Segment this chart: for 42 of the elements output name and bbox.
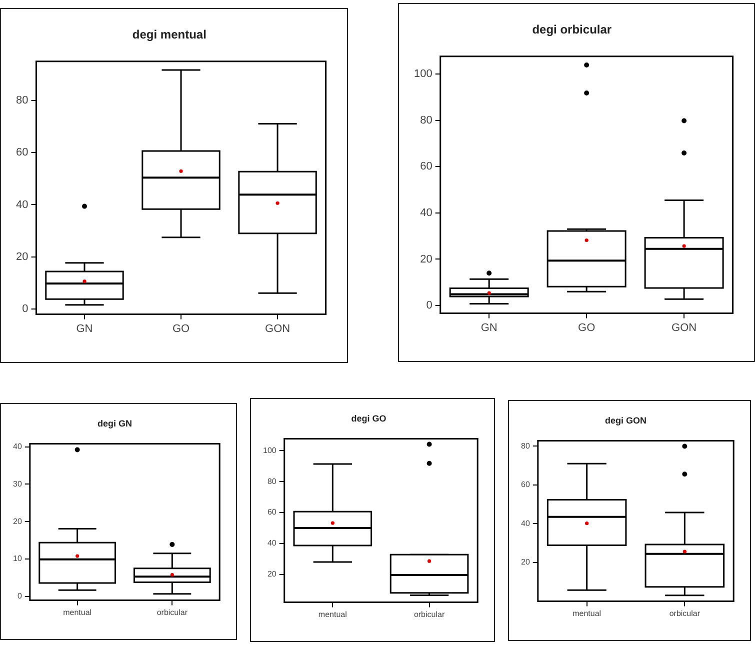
y-tick-label: 60 [520,480,530,490]
y-tick-label: 20 [16,250,28,263]
x-tick-label: GO [172,322,190,335]
x-tick-label: mentual [572,609,602,618]
y-tick-label: 100 [262,446,277,455]
x-tick-label: GN [480,322,498,334]
y-tick-label: 80 [267,476,277,486]
y-tick-label: 60 [420,160,432,173]
x-tick-label: GON [265,322,290,335]
x-tick-label: GN [76,322,93,335]
y-tick-label: 40 [12,442,22,451]
x-tick-label: mentual [63,608,92,618]
x-tick-label: orbicular [414,610,445,620]
y-tick-label: 40 [16,198,28,211]
y-tick-label: 80 [420,114,432,126]
y-tick-label: 40 [520,518,530,528]
y-tick-label: 80 [520,441,530,450]
y-tick-label: 20 [267,570,277,579]
y-tick-label: 100 [414,68,432,80]
y-tick-label: 20 [520,558,530,567]
x-tick-label: mentual [318,610,348,620]
chart-title: degi GO [351,413,386,424]
y-tick-label: 60 [267,508,277,517]
x-tick-label: GO [578,322,596,334]
y-tick-label: 60 [16,146,28,159]
y-tick-label: 40 [420,206,432,219]
x-tick-label: orbicular [669,609,700,618]
y-tick-label: 0 [17,592,22,601]
y-tick-label: 0 [426,300,432,312]
y-tick-label: 30 [12,479,22,488]
chart-title: degi mentual [132,27,206,42]
x-tick-label: GON [672,322,697,334]
x-tick-label: orbicular [156,608,188,618]
chart-title: degi GON [605,415,647,426]
y-tick-label: 80 [16,94,28,107]
y-tick-label: 20 [420,253,432,266]
chart-title: degi GN [98,418,132,428]
y-tick-label: 40 [267,538,277,548]
chart-title: degi orbicular [532,22,612,36]
y-tick-label: 20 [12,516,22,526]
y-tick-label: 10 [12,554,22,564]
y-tick-label: 0 [22,303,28,316]
